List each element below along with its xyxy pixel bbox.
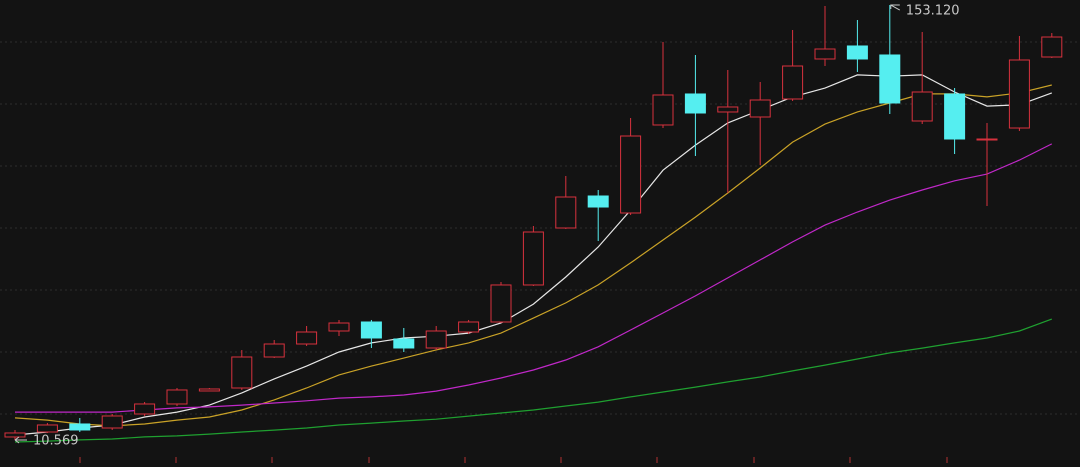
candle-body [620,135,642,214]
x-tick-marks [79,457,948,463]
candle-body [749,99,771,118]
ma-line [14,84,1052,427]
ma-line [15,143,1053,413]
candle-body [1008,59,1030,129]
annotation-label: 10.569 [33,433,79,448]
candle-body [717,106,739,113]
candle-body [166,389,188,405]
candle-body [976,138,998,141]
candle-body [846,45,868,60]
candle-body [879,54,901,104]
candle-body [458,321,480,333]
candle-body [36,424,58,433]
candle-body [587,195,609,208]
candle-body [69,423,91,431]
candle-body [944,93,966,140]
annotation-pointer [890,4,901,11]
candle-body [782,65,804,100]
candle-body [555,196,577,229]
candle-body [296,331,318,345]
ma-line [14,74,1053,436]
annotation-label: 153.120 [906,4,960,19]
candle-body [911,91,933,122]
candle-body [1041,36,1063,58]
candle-body [360,321,382,339]
candle-body [263,343,285,358]
candle-body [490,284,512,323]
candle-body [814,48,836,60]
candle-body [198,388,220,392]
annotation-pointer [14,436,27,444]
candle-body [231,356,253,389]
candle-body [101,415,123,429]
grid [0,41,1080,415]
candle-body [425,330,447,349]
candle-body [522,231,544,286]
candle-body [328,322,350,332]
candle-body [393,338,415,349]
candle-body [134,403,156,415]
candle-body [652,94,674,126]
candle-body [4,432,26,438]
candle-body [684,93,706,114]
ma-line [14,318,1053,443]
